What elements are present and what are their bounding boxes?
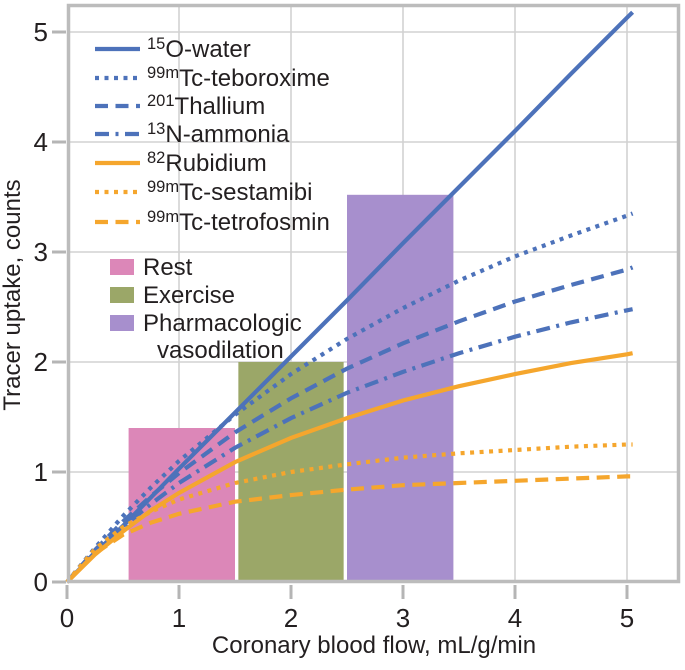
legend-label-pharmacologic-vasodilation-line2: vasodilation — [157, 337, 284, 364]
legend-item-rb82-rubidium: 82Rubidium — [95, 149, 267, 177]
y-tick-label-5: 5 — [34, 17, 48, 47]
y-tick-label-0: 0 — [34, 567, 48, 597]
legend-label-o15-water: 15O-water — [147, 35, 251, 63]
x-tick-label-0: 0 — [60, 603, 74, 633]
y-tick-label-4: 4 — [34, 127, 48, 157]
y-tick-label-3: 3 — [34, 237, 48, 267]
legend-label-tc99m-teboroxime: 99mTc-teboroxime — [147, 64, 330, 92]
tracer-curves — [65, 10, 635, 584]
legend-label-tl201-thallium: 201Thallium — [147, 92, 265, 120]
plot-frame — [66, 3, 681, 584]
series-line-n13-ammonia — [65, 307, 634, 584]
y-tick-label-2: 2 — [34, 347, 48, 377]
x-tick-label-2: 2 — [284, 603, 298, 633]
legend-label-rest: Rest — [143, 254, 193, 281]
legend-label-rb82-rubidium: 82Rubidium — [147, 149, 267, 177]
x-axis-title: Coronary blood flow, mL/g/min — [212, 632, 536, 659]
bar-pharmacologic-vasodilation — [347, 194, 454, 582]
y-axis-title: Tracer uptake, counts — [0, 179, 26, 410]
legend-item-n13-ammonia: 13N-ammonia — [95, 120, 290, 148]
legend-color-swatch-rest — [110, 259, 134, 275]
legend-item-tl201-thallium: 201Thallium — [95, 92, 265, 120]
x-tick-label-4: 4 — [508, 603, 522, 633]
legend-item-tc99m-sestamibi: 99mTc-sestamibi — [95, 178, 312, 206]
axis-ticks — [52, 30, 629, 599]
x-tick-label-1: 1 — [172, 603, 186, 633]
legend-label-pharmacologic-vasodilation: Pharmacologic — [143, 310, 302, 337]
series-line-rb82-rubidium — [65, 351, 634, 584]
series-line-tc99m-tetrofosmin — [65, 474, 633, 584]
legend-color-swatch-exercise — [110, 287, 134, 303]
series-line-tl201-thallium — [65, 265, 634, 584]
legend-item-exercise: Exercise — [110, 282, 235, 309]
legend-color-swatch-pharmacologic-vasodilation — [110, 315, 134, 331]
legend-label-n13-ammonia: 13N-ammonia — [147, 120, 290, 148]
legend-label-exercise: Exercise — [143, 282, 235, 309]
x-tick-label-3: 3 — [396, 603, 410, 633]
y-tick-label-1: 1 — [34, 457, 48, 487]
series-line-tc99m-sestamibi — [65, 442, 633, 584]
legend-label-tc99m-tetrofosmin: 99mTc-tetrofosmin — [147, 208, 330, 236]
x-tick-label-5: 5 — [620, 603, 634, 633]
legend-item-tc99m-teboroxime: 99mTc-teboroxime — [95, 64, 330, 92]
series-line-tc99m-teboroxime — [65, 211, 634, 584]
legend: 15O-water99mTc-teboroxime201Thallium13N-… — [95, 35, 330, 364]
series-line-o15-water — [65, 10, 635, 584]
legend-item-o15-water: 15O-water — [95, 35, 251, 63]
legend-item-tc99m-tetrofosmin: 99mTc-tetrofosmin — [95, 208, 330, 236]
legend-item-rest: Rest — [110, 254, 193, 281]
tick-labels: 0 1 2 3 4 5 0 1 2 3 4 5 — [34, 17, 635, 633]
legend-label-tc99m-sestamibi: 99mTc-sestamibi — [147, 178, 312, 206]
